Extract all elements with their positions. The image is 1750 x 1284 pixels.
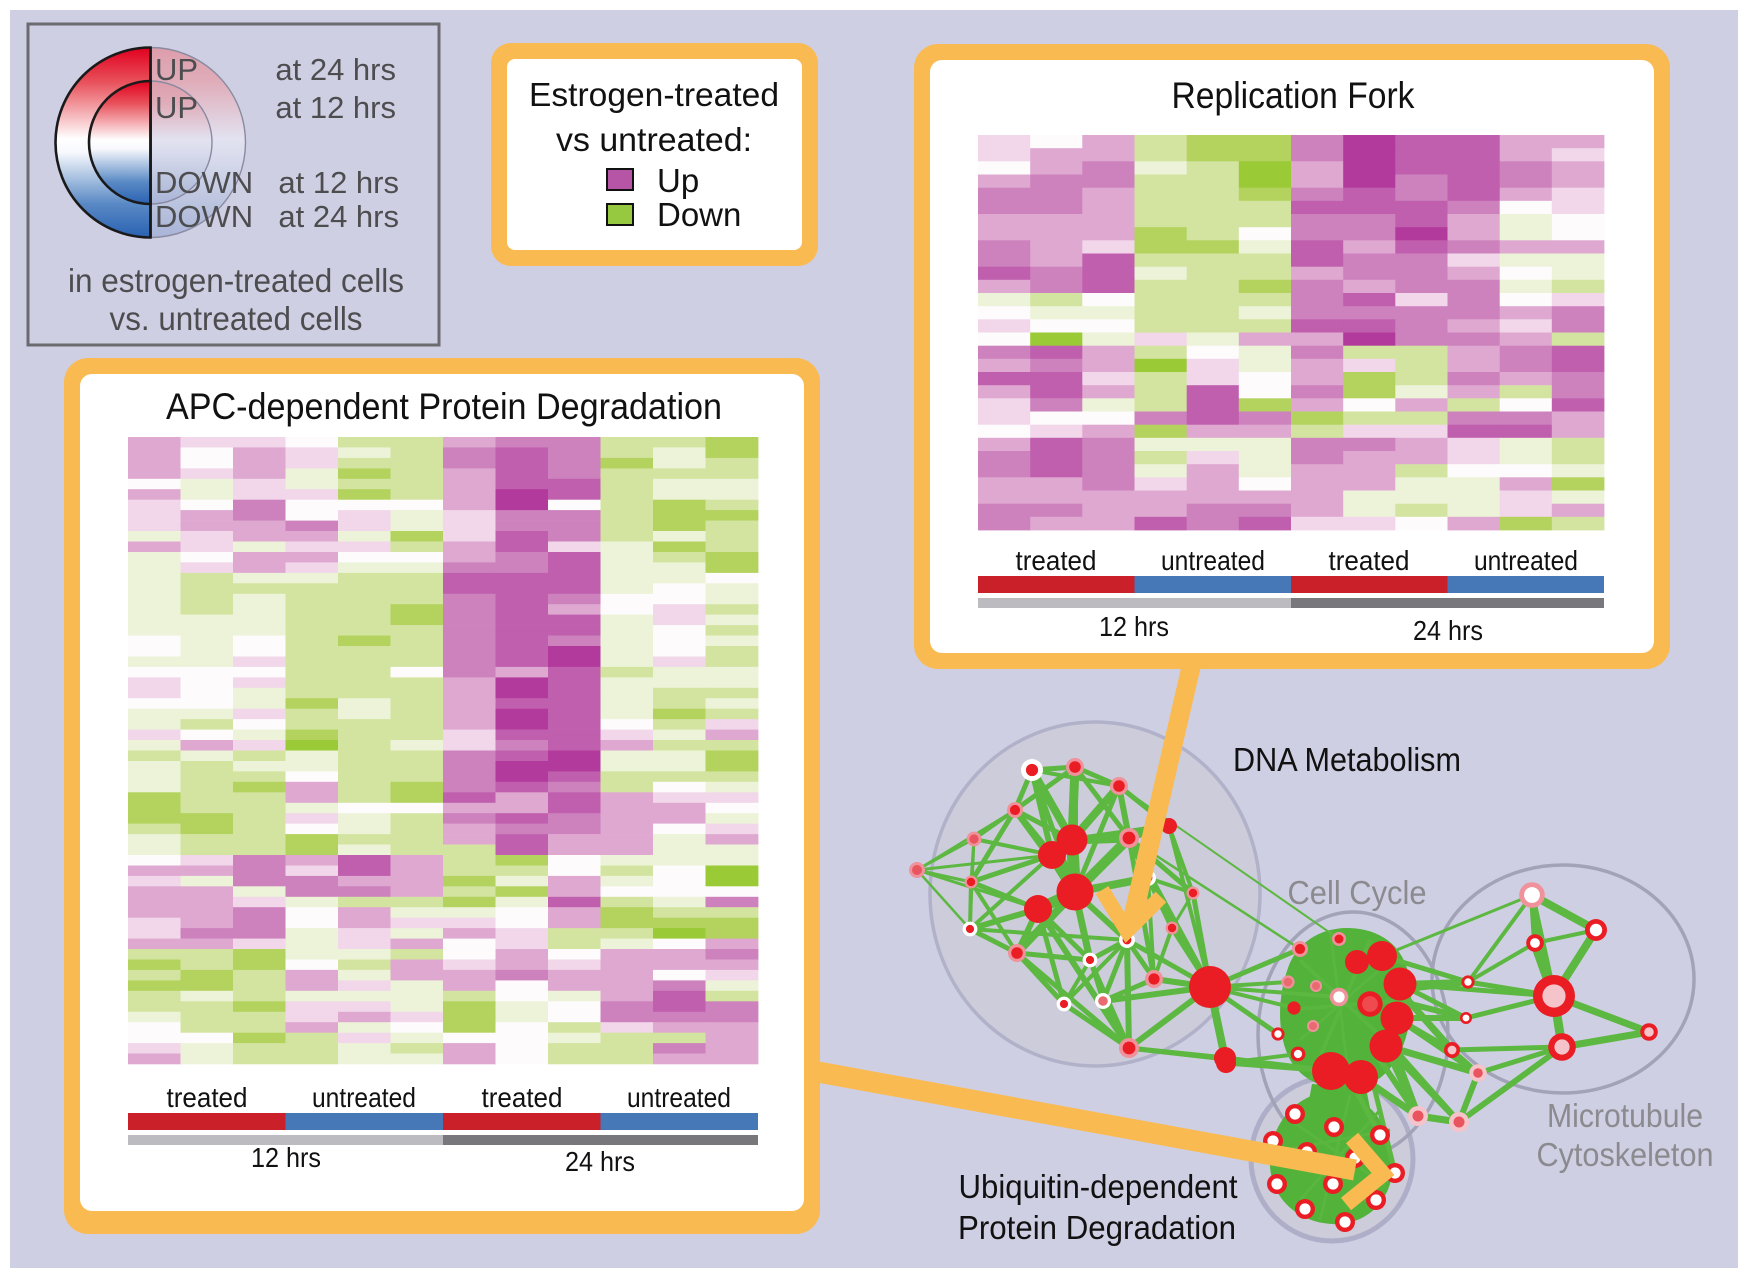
svg-text:treated: treated <box>482 1082 563 1113</box>
svg-text:Up: Up <box>657 162 699 199</box>
svg-text:DOWN: DOWN <box>155 199 253 234</box>
svg-text:untreated: untreated <box>627 1082 731 1113</box>
svg-text:Cell Cycle: Cell Cycle <box>1288 875 1427 912</box>
svg-text:Estrogen-treated: Estrogen-treated <box>529 76 779 113</box>
svg-text:at 12 hrs: at 12 hrs <box>278 165 399 200</box>
svg-text:12 hrs: 12 hrs <box>1099 611 1169 642</box>
svg-text:vs. untreated cells: vs. untreated cells <box>110 300 363 337</box>
svg-text:12 hrs: 12 hrs <box>251 1142 321 1173</box>
svg-text:untreated: untreated <box>312 1082 416 1113</box>
svg-text:Replication Fork: Replication Fork <box>1172 75 1415 116</box>
svg-text:at 24 hrs: at 24 hrs <box>275 52 396 87</box>
svg-text:treated: treated <box>1329 545 1410 576</box>
svg-text:Ubiquitin-dependent: Ubiquitin-dependent <box>959 1169 1239 1206</box>
svg-text:Cytoskeleton: Cytoskeleton <box>1537 1137 1714 1174</box>
svg-text:untreated: untreated <box>1474 545 1578 576</box>
svg-text:Down: Down <box>657 196 741 233</box>
svg-text:APC-dependent Protein Degradat: APC-dependent Protein Degradation <box>166 386 722 427</box>
svg-text:Microtubule: Microtubule <box>1547 1098 1703 1135</box>
svg-text:treated: treated <box>1016 545 1097 576</box>
svg-text:vs untreated:: vs untreated: <box>556 121 752 158</box>
svg-text:untreated: untreated <box>1161 545 1265 576</box>
svg-text:24 hrs: 24 hrs <box>565 1146 635 1177</box>
svg-text:at 24 hrs: at 24 hrs <box>278 199 399 234</box>
svg-text:24 hrs: 24 hrs <box>1413 615 1483 646</box>
svg-text:at 12 hrs: at 12 hrs <box>275 90 396 125</box>
svg-text:DOWN: DOWN <box>155 165 253 200</box>
svg-text:UP: UP <box>155 90 198 125</box>
svg-text:Protein Degradation: Protein Degradation <box>958 1210 1236 1247</box>
svg-text:in estrogen-treated cells: in estrogen-treated cells <box>68 262 404 299</box>
svg-text:DNA Metabolism: DNA Metabolism <box>1233 742 1461 779</box>
svg-text:UP: UP <box>155 52 198 87</box>
svg-text:treated: treated <box>167 1082 248 1113</box>
